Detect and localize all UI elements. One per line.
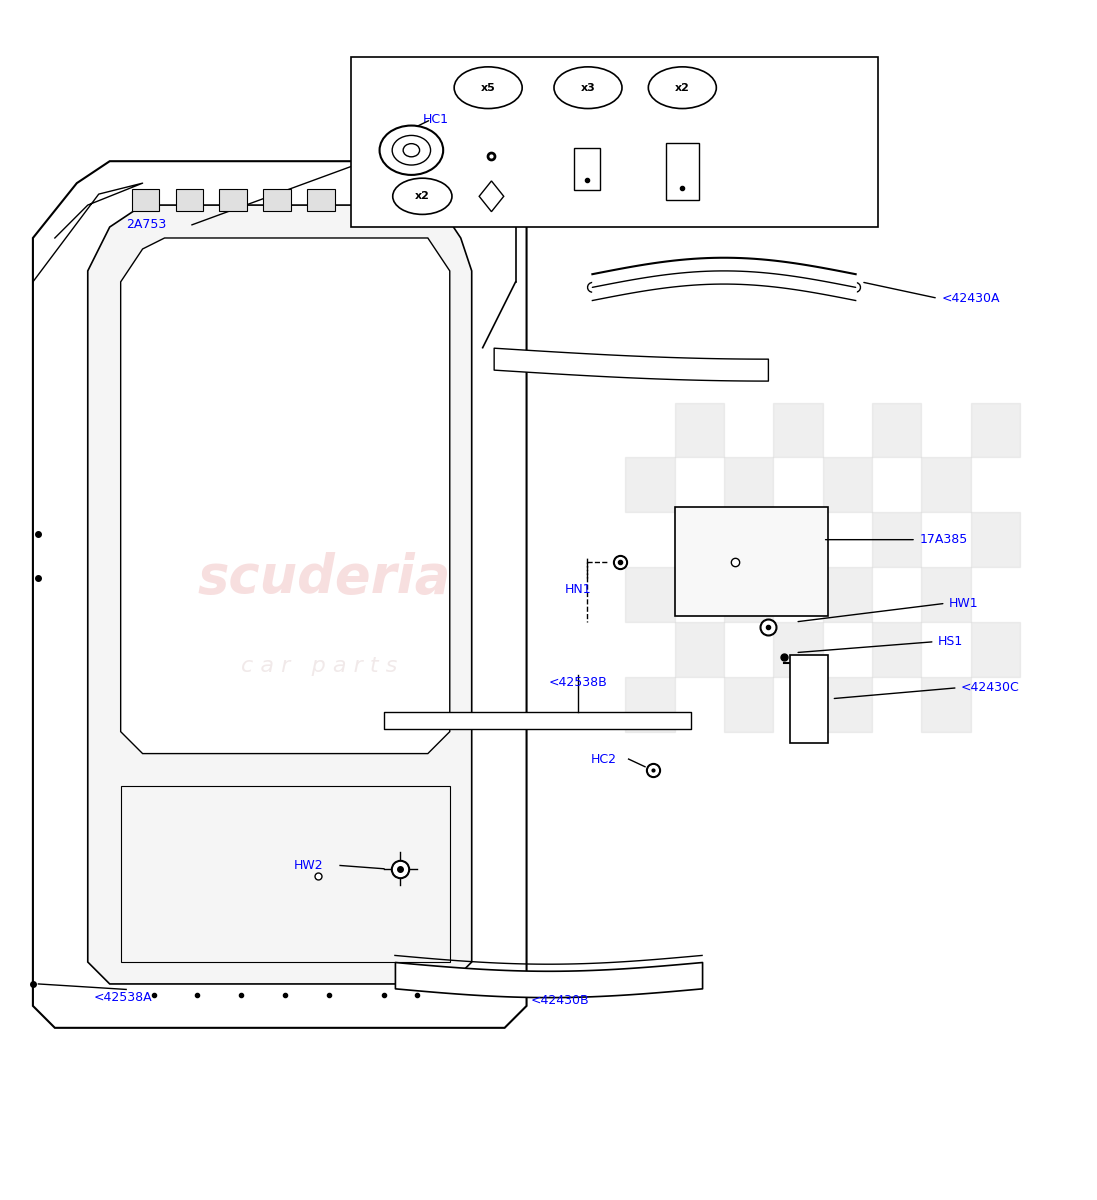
Text: HC2: HC2 (590, 752, 617, 766)
Bar (971, 622, 1020, 677)
Text: x5: x5 (480, 83, 496, 92)
Bar (872, 512, 921, 568)
Polygon shape (121, 786, 450, 962)
Text: HN1: HN1 (565, 582, 591, 595)
Bar (872, 622, 921, 677)
FancyBboxPatch shape (666, 143, 699, 199)
Text: <42538B: <42538B (548, 676, 608, 689)
Bar (625, 457, 675, 512)
Bar (724, 457, 773, 512)
Bar (625, 677, 675, 732)
Bar (724, 677, 773, 732)
Polygon shape (479, 181, 504, 211)
Bar (773, 402, 823, 457)
Bar (823, 677, 872, 732)
FancyBboxPatch shape (790, 655, 828, 743)
FancyBboxPatch shape (351, 56, 878, 227)
Ellipse shape (454, 67, 522, 108)
Bar (724, 568, 773, 622)
Text: x2: x2 (675, 83, 690, 92)
Bar (675, 512, 724, 568)
Text: <42430B: <42430B (530, 994, 589, 1007)
Text: HW1: HW1 (949, 596, 979, 610)
FancyBboxPatch shape (132, 188, 159, 210)
Text: HS1: HS1 (938, 635, 963, 648)
Text: HW2: HW2 (294, 859, 324, 872)
Text: <42430A: <42430A (941, 292, 999, 305)
Bar (921, 457, 971, 512)
Bar (773, 512, 823, 568)
Polygon shape (121, 238, 450, 754)
Text: 17A385: 17A385 (919, 533, 968, 546)
Polygon shape (88, 205, 472, 984)
Text: c a r   p a r t s: c a r p a r t s (241, 656, 398, 676)
Bar (823, 568, 872, 622)
Polygon shape (33, 161, 527, 1028)
Text: scuderia: scuderia (197, 552, 451, 604)
FancyBboxPatch shape (219, 188, 247, 210)
Text: x2: x2 (415, 191, 430, 202)
Bar (625, 568, 675, 622)
Text: HC1: HC1 (422, 113, 449, 126)
Text: x3: x3 (580, 83, 596, 92)
Ellipse shape (648, 67, 716, 108)
FancyBboxPatch shape (176, 188, 203, 210)
Text: <42538A: <42538A (93, 991, 151, 1003)
FancyBboxPatch shape (263, 188, 291, 210)
Bar (971, 402, 1020, 457)
FancyBboxPatch shape (675, 506, 828, 617)
Bar (773, 622, 823, 677)
Bar (872, 402, 921, 457)
Bar (921, 568, 971, 622)
Bar (921, 677, 971, 732)
Ellipse shape (404, 144, 419, 157)
Ellipse shape (393, 179, 452, 215)
Ellipse shape (380, 126, 443, 175)
FancyBboxPatch shape (574, 148, 600, 190)
Text: <42430C: <42430C (961, 682, 1020, 695)
Bar (971, 512, 1020, 568)
Bar (675, 402, 724, 457)
Bar (823, 457, 872, 512)
Ellipse shape (554, 67, 622, 108)
Ellipse shape (393, 136, 430, 166)
Bar (675, 622, 724, 677)
FancyBboxPatch shape (307, 188, 335, 210)
Text: 2A753: 2A753 (126, 218, 167, 232)
